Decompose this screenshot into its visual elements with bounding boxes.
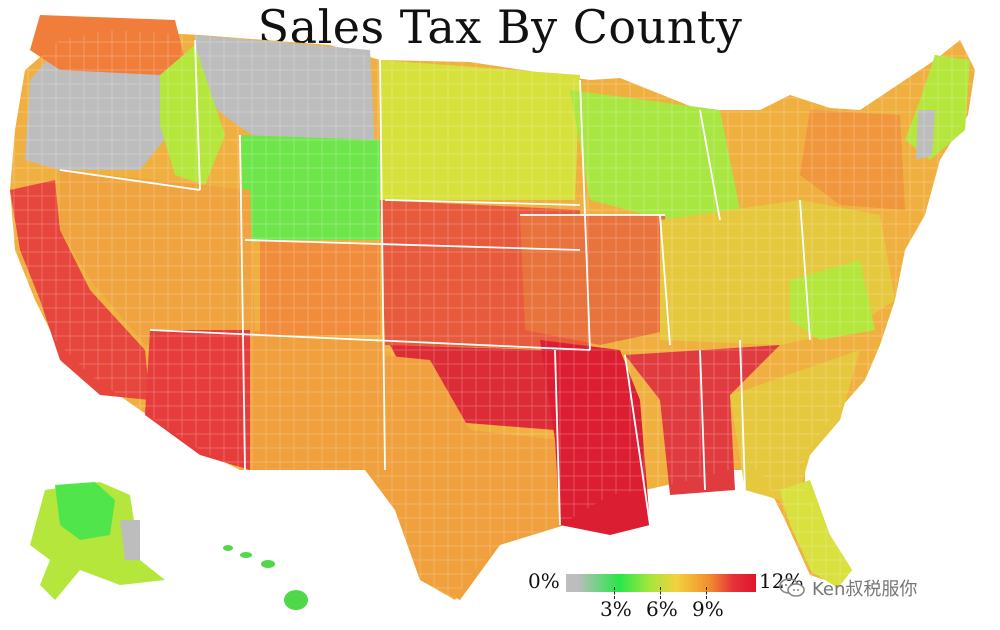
alaska-green — [55, 482, 115, 540]
watermark-text: Ken叔税服你 — [812, 579, 918, 600]
hawaii — [223, 545, 308, 610]
legend-gradient-bar — [566, 574, 756, 592]
legend-tick-mark — [660, 587, 661, 599]
watermark: Ken叔税服你 — [778, 574, 988, 602]
legend-tick-label: 6% — [646, 597, 678, 621]
legend-tick-mark — [706, 587, 707, 599]
wechat-icon — [779, 578, 805, 597]
county-grid — [10, 30, 975, 600]
color-legend: 0% 12% 3% 6% 9% — [528, 569, 803, 627]
legend-min-label: 0% — [528, 569, 560, 593]
legend-tick-label: 9% — [692, 597, 724, 621]
legend-tick-mark — [614, 587, 615, 599]
legend-tick-label: 3% — [600, 597, 632, 621]
state-borders — [59, 39, 811, 526]
alaska-gray — [120, 520, 140, 560]
map-title: Sales Tax By County — [257, 0, 743, 54]
